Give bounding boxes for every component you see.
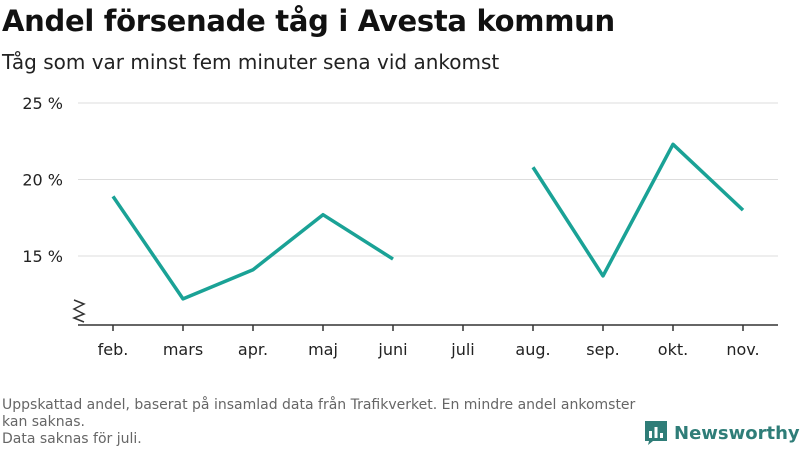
- x-tick-label: juli: [450, 340, 474, 359]
- x-tick-label: aug.: [515, 340, 550, 359]
- x-tick-label: mars: [163, 340, 203, 359]
- x-tick-label: nov.: [726, 340, 759, 359]
- newsworthy-logo: Newsworthy: [644, 420, 800, 446]
- footnote-line: Uppskattad andel, baserat på insamlad da…: [2, 397, 636, 430]
- brand-name: Newsworthy: [674, 422, 800, 444]
- x-tick-label: okt.: [658, 340, 688, 359]
- series-line: [111, 195, 394, 301]
- footnote-line: Data saknas för juli.: [2, 431, 142, 447]
- x-tick-label: apr.: [238, 340, 268, 359]
- x-tick-label: sep.: [586, 340, 619, 359]
- series-line: [531, 142, 745, 278]
- bar-chart-icon: [645, 421, 667, 445]
- footnote: Uppskattad andel, baserat på insamlad da…: [2, 397, 642, 448]
- x-tick-label: maj: [308, 340, 338, 359]
- y-tick-label: 15 %: [22, 247, 63, 266]
- chart-subtitle: Tåg som var minst fem minuter sena vid a…: [2, 50, 500, 74]
- chart-title: Andel försenade tåg i Avesta kommun: [2, 4, 615, 38]
- x-tick-label: juni: [377, 340, 407, 359]
- line-chart: 15 % 20 % 25 % feb. mars apr. maj juni juli aug. s…: [22, 94, 778, 359]
- x-tick-label: feb.: [98, 340, 129, 359]
- y-tick-label: 25 %: [22, 94, 63, 113]
- y-tick-label: 20 %: [22, 171, 63, 190]
- axis-break-icon: [71, 299, 86, 323]
